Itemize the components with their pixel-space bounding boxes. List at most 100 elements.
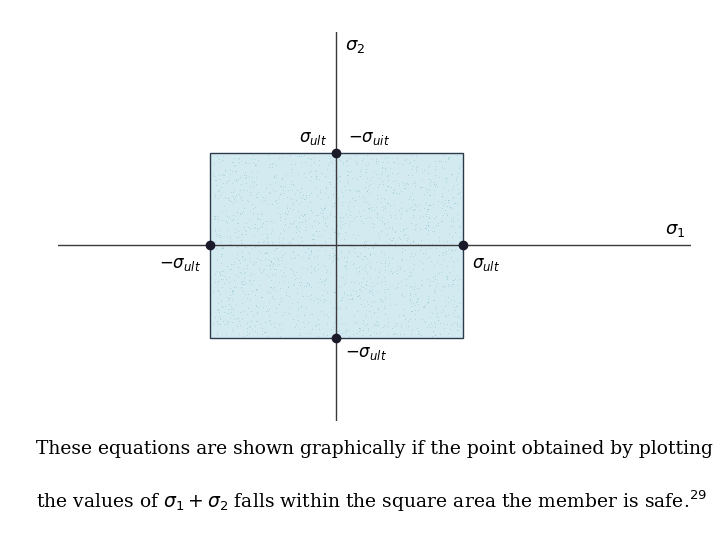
- Point: [390, 226, 401, 235]
- Point: [246, 280, 257, 288]
- Point: [210, 190, 221, 199]
- Point: [293, 218, 305, 227]
- Point: [444, 152, 455, 161]
- Point: [410, 165, 422, 173]
- Point: [415, 182, 426, 191]
- Point: [294, 280, 306, 289]
- Point: [341, 213, 353, 221]
- Point: [382, 229, 393, 238]
- Point: [215, 315, 226, 323]
- Point: [385, 235, 397, 244]
- Point: [437, 256, 449, 265]
- Point: [452, 239, 464, 247]
- Point: [313, 156, 325, 165]
- Point: [306, 208, 318, 217]
- Point: [315, 188, 326, 197]
- Point: [266, 270, 278, 279]
- Point: [354, 326, 366, 335]
- Point: [358, 242, 369, 251]
- Point: [408, 213, 419, 221]
- Point: [326, 258, 338, 266]
- Point: [218, 201, 230, 210]
- Point: [431, 181, 443, 190]
- Point: [381, 182, 392, 191]
- Point: [342, 177, 354, 185]
- Point: [318, 310, 330, 319]
- Point: [336, 296, 347, 305]
- Point: [410, 225, 421, 234]
- Point: [296, 302, 307, 310]
- Point: [240, 158, 251, 167]
- Point: [305, 188, 317, 197]
- Point: [368, 328, 379, 336]
- Point: [298, 210, 310, 218]
- Point: [357, 316, 369, 325]
- Point: [223, 299, 235, 308]
- Point: [285, 264, 297, 273]
- Point: [319, 172, 330, 181]
- Point: [321, 222, 333, 231]
- Point: [295, 151, 307, 160]
- Point: [274, 260, 285, 269]
- Point: [384, 164, 396, 172]
- Point: [228, 192, 239, 200]
- Point: [285, 160, 297, 169]
- Point: [228, 161, 240, 170]
- Point: [270, 195, 282, 204]
- Point: [345, 289, 356, 298]
- Point: [212, 298, 224, 307]
- Point: [241, 319, 253, 327]
- Text: $-\sigma_{uit}$: $-\sigma_{uit}$: [348, 130, 390, 147]
- Point: [325, 211, 336, 219]
- Point: [454, 275, 465, 284]
- Point: [266, 160, 278, 168]
- Point: [409, 179, 420, 188]
- Point: [330, 223, 341, 232]
- Point: [258, 265, 270, 273]
- Point: [310, 183, 321, 191]
- Point: [442, 155, 454, 164]
- Point: [300, 226, 311, 234]
- Point: [221, 329, 233, 338]
- Point: [251, 225, 263, 234]
- Point: [216, 302, 228, 310]
- Point: [449, 199, 460, 207]
- Point: [226, 286, 238, 294]
- Point: [358, 197, 369, 206]
- Point: [415, 236, 427, 245]
- Point: [319, 276, 330, 285]
- Point: [211, 330, 222, 339]
- Point: [424, 178, 436, 186]
- Point: [362, 323, 374, 332]
- Point: [225, 237, 236, 246]
- Point: [434, 319, 446, 327]
- Point: [248, 270, 260, 279]
- Point: [327, 248, 338, 257]
- Point: [262, 306, 274, 315]
- Point: [413, 240, 424, 248]
- Point: [341, 156, 352, 164]
- Point: [449, 312, 460, 321]
- Point: [399, 246, 410, 255]
- Point: [230, 175, 242, 184]
- Point: [422, 292, 433, 300]
- Point: [311, 320, 323, 329]
- Point: [414, 213, 426, 221]
- Point: [407, 326, 418, 335]
- Point: [392, 269, 403, 278]
- Point: [214, 185, 225, 194]
- Point: [423, 160, 435, 169]
- Point: [318, 329, 329, 338]
- Point: [287, 218, 298, 227]
- Point: [406, 188, 418, 197]
- Point: [307, 230, 319, 239]
- Point: [365, 264, 377, 273]
- Point: [212, 267, 223, 275]
- Point: [412, 324, 423, 333]
- Point: [446, 170, 458, 179]
- Point: [449, 303, 460, 312]
- Point: [448, 292, 459, 300]
- Point: [356, 282, 367, 291]
- Point: [397, 305, 409, 314]
- Point: [220, 166, 231, 174]
